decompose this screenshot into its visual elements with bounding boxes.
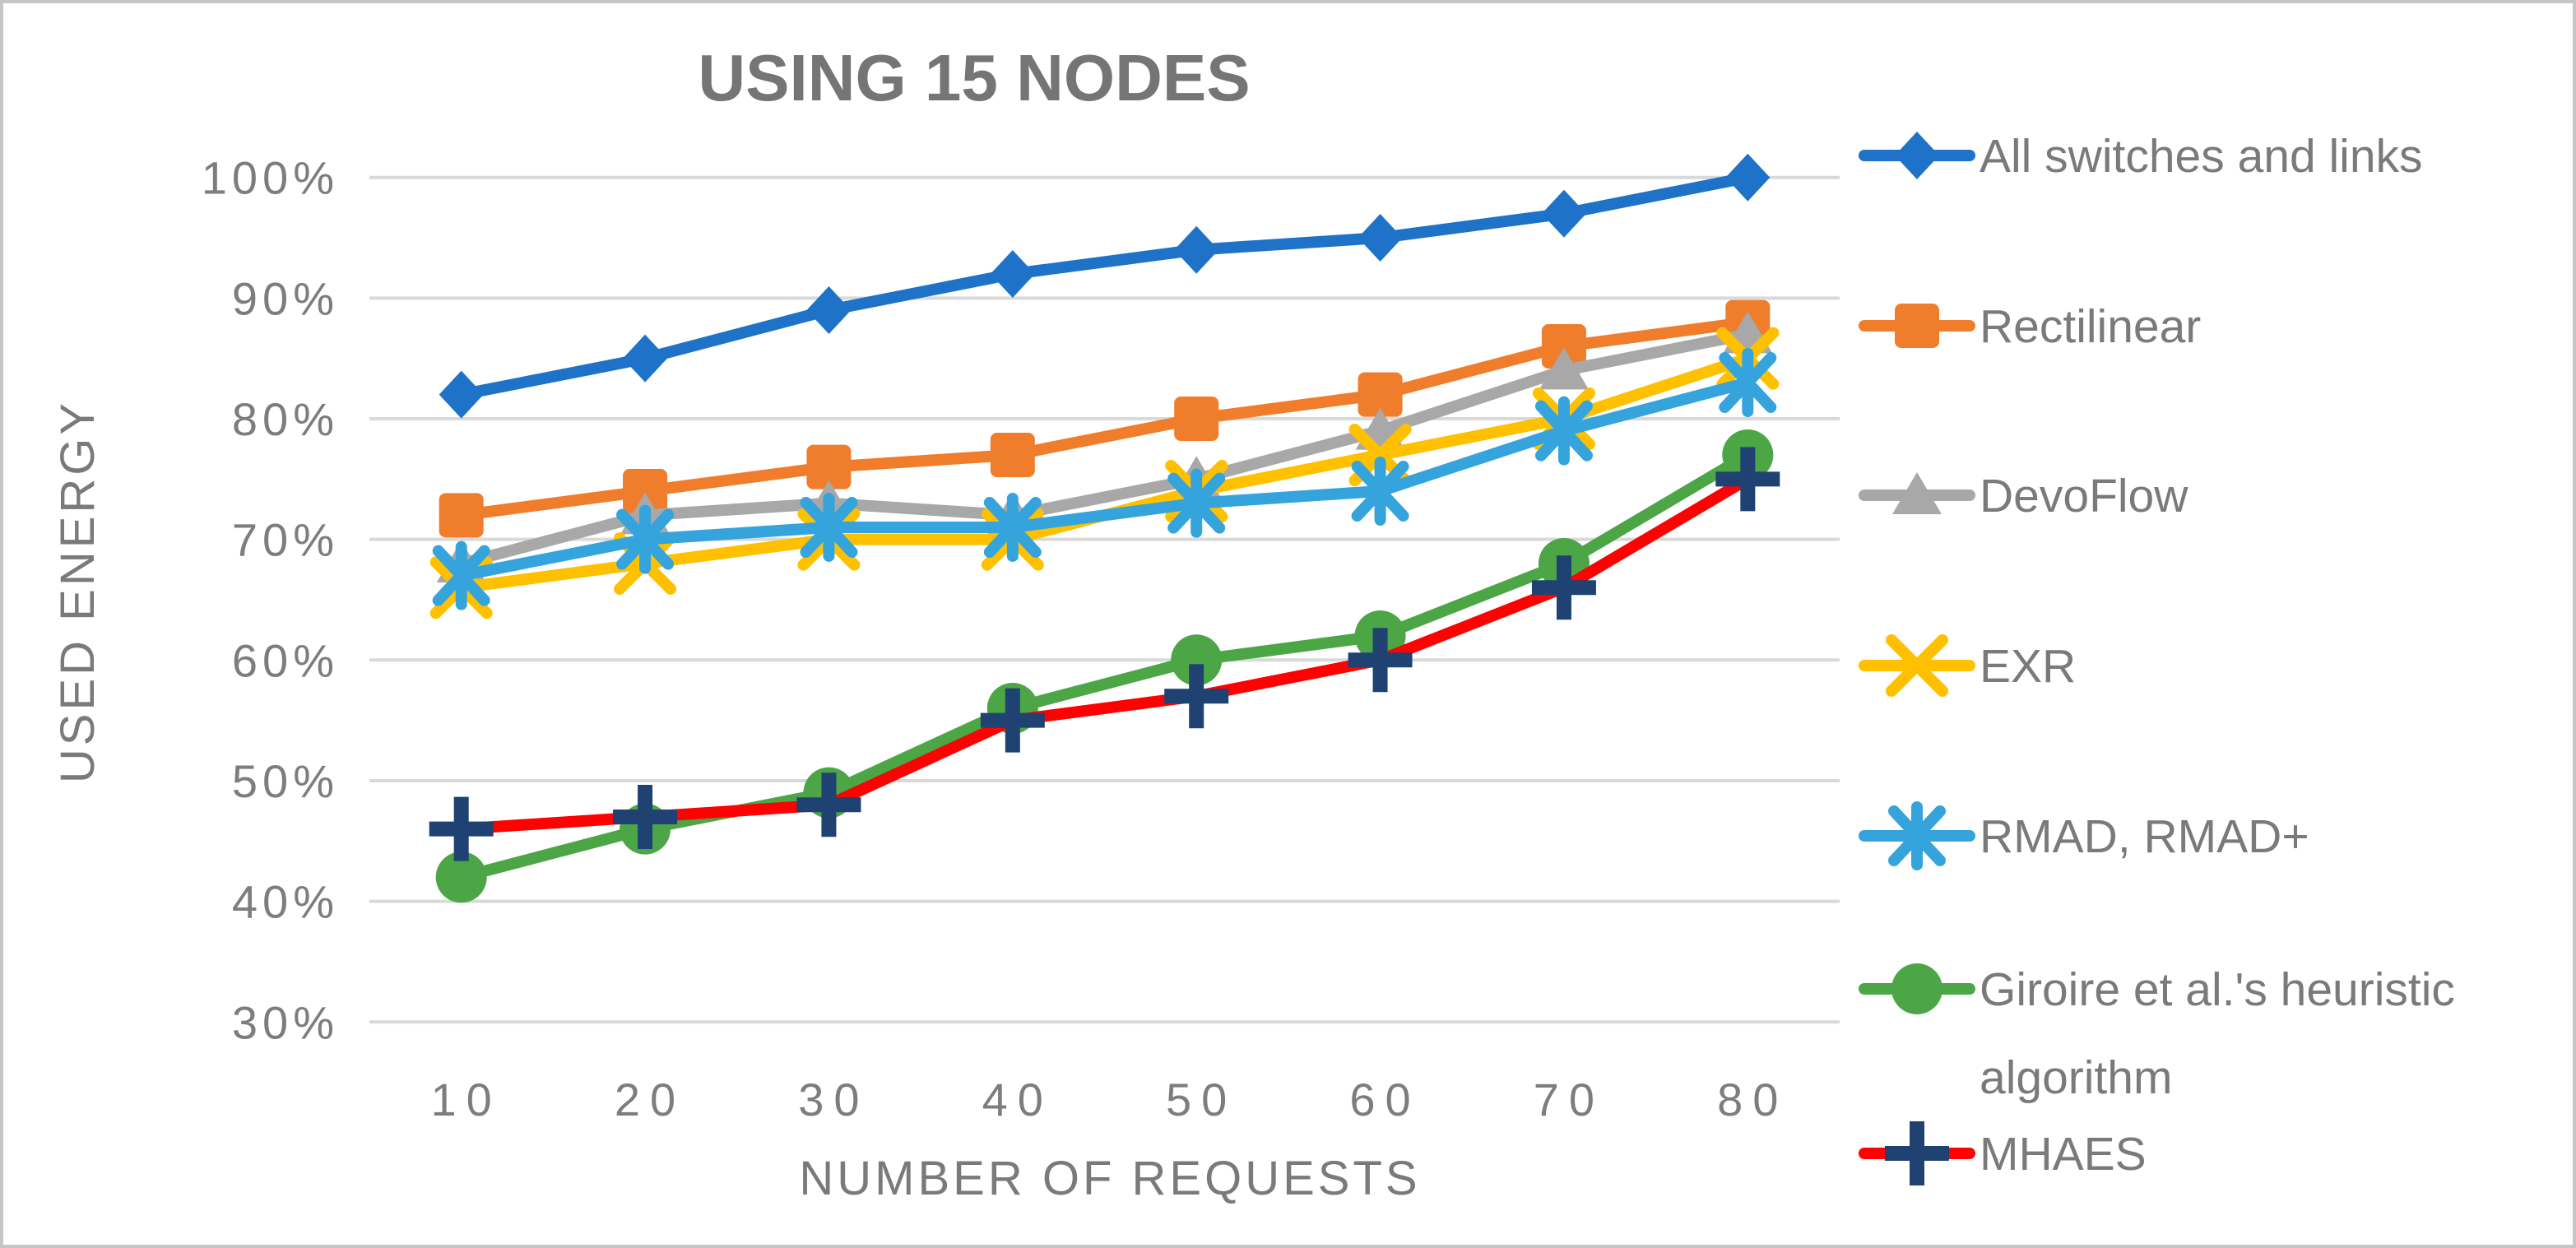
asterisk-marker <box>1351 456 1409 526</box>
legend: All switches and links Rectilinear DevoFlo… <box>1859 130 2455 1185</box>
asterisk-marker <box>616 504 675 574</box>
x-tick-label: 60 <box>1349 1074 1420 1125</box>
legend-label: EXR <box>1980 640 2076 693</box>
square-marker <box>1895 304 1939 348</box>
gridlines-group <box>369 175 1840 1024</box>
series-line <box>455 316 1754 522</box>
square-marker <box>439 493 484 538</box>
series-line <box>455 171 1754 401</box>
series-all-switches-and-links <box>439 153 1771 419</box>
diamond-marker <box>439 370 484 419</box>
y-tick-label: 40% <box>232 876 339 928</box>
plus-marker <box>1885 1121 1949 1185</box>
legend-label: RMAD, RMAD+ <box>1980 810 2309 863</box>
legend-item: EXR <box>1859 634 2076 697</box>
asterisk-marker <box>800 492 858 562</box>
legend-item: Giroire et al.'s heuristic algorithm <box>1859 963 2455 1104</box>
plus-marker <box>1531 555 1596 620</box>
diamond-marker <box>1725 153 1771 202</box>
triangle-marker <box>1539 347 1589 390</box>
square-marker <box>1358 372 1403 417</box>
series-line <box>455 328 1754 569</box>
x-tick-label: 20 <box>615 1074 685 1125</box>
y-axis-title: USED ENERGY <box>51 400 104 783</box>
plus-marker <box>1715 447 1780 512</box>
x-tick-label: 30 <box>798 1074 869 1125</box>
square-marker <box>1174 397 1219 441</box>
x-tick-label: 80 <box>1717 1074 1788 1125</box>
plus-marker <box>796 772 861 837</box>
diamond-marker <box>1174 225 1219 274</box>
diamond-marker <box>623 334 668 383</box>
legend-label: Rectilinear <box>1980 300 2201 353</box>
series-rectilinear <box>439 299 1771 538</box>
square-marker <box>990 432 1035 477</box>
plus-marker <box>1164 664 1229 729</box>
legend-item: Rectilinear <box>1859 300 2201 353</box>
legend-item: RMAD, RMAD+ <box>1859 801 2309 870</box>
legend-item: All switches and links <box>1859 130 2423 183</box>
asterisk-marker <box>1719 348 1777 418</box>
asterisk-marker <box>983 492 1042 562</box>
triangle-marker <box>1892 472 1942 514</box>
circle-marker <box>1171 634 1223 686</box>
asterisk-marker <box>432 540 490 610</box>
series-line <box>455 377 1754 582</box>
line-chart: 100% 90% 80% 70% 60% 50% 40% 30% 10 20 30 40 50 60 70 8… <box>51 41 2455 1205</box>
x-axis-title: NUMBER OF REQUESTS <box>799 1152 1420 1205</box>
y-tick-label: 30% <box>232 996 339 1048</box>
circle-marker <box>435 851 487 903</box>
diamond-marker <box>806 286 852 335</box>
y-tick-label: 50% <box>232 755 339 807</box>
asterisk-marker <box>1888 801 1946 870</box>
x-marker <box>1886 634 1948 697</box>
y-tick-label: 60% <box>232 634 339 686</box>
legend-label: MHAES <box>1980 1128 2147 1181</box>
series-rmad-rmad- <box>432 348 1777 610</box>
legend-label: DevoFlow <box>1980 470 2188 522</box>
square-marker <box>1541 324 1586 369</box>
diamond-marker <box>1358 214 1403 262</box>
asterisk-marker <box>1167 468 1226 538</box>
legend-item: DevoFlow <box>1859 470 2188 522</box>
square-marker <box>806 444 852 489</box>
asterisk-marker <box>1534 396 1593 466</box>
x-tick-label: 70 <box>1534 1074 1604 1125</box>
axis-ticks-group: 100% 90% 80% 70% 60% 50% 40% 30% 10 20 30 40 50 60 70 8… <box>202 152 1788 1125</box>
y-tick-label: 70% <box>232 514 339 566</box>
diamond-marker <box>1895 132 1939 179</box>
plus-marker <box>429 796 494 861</box>
legend-label: All switches and links <box>1980 130 2423 183</box>
circle-marker <box>1891 963 1942 1014</box>
series-mhaes <box>429 447 1780 861</box>
chart-title: USING 15 NODES <box>698 41 1250 114</box>
x-tick-label: 50 <box>1166 1074 1237 1125</box>
x-tick-label: 40 <box>982 1074 1053 1125</box>
plus-marker <box>613 784 678 849</box>
square-marker <box>623 468 668 513</box>
y-tick-label: 80% <box>232 393 339 445</box>
plus-marker <box>1348 628 1413 693</box>
y-tick-label: 100% <box>202 152 339 204</box>
legend-label: algorithm <box>1980 1051 2172 1104</box>
y-tick-label: 90% <box>232 272 339 324</box>
legend-item: MHAES <box>1859 1121 2147 1185</box>
plus-marker <box>980 688 1045 753</box>
x-tick-label: 10 <box>431 1074 502 1125</box>
diamond-marker <box>990 250 1035 299</box>
diamond-marker <box>1541 189 1586 238</box>
legend-label: Giroire et al.'s heuristic <box>1980 963 2455 1016</box>
series-group <box>429 153 1780 903</box>
